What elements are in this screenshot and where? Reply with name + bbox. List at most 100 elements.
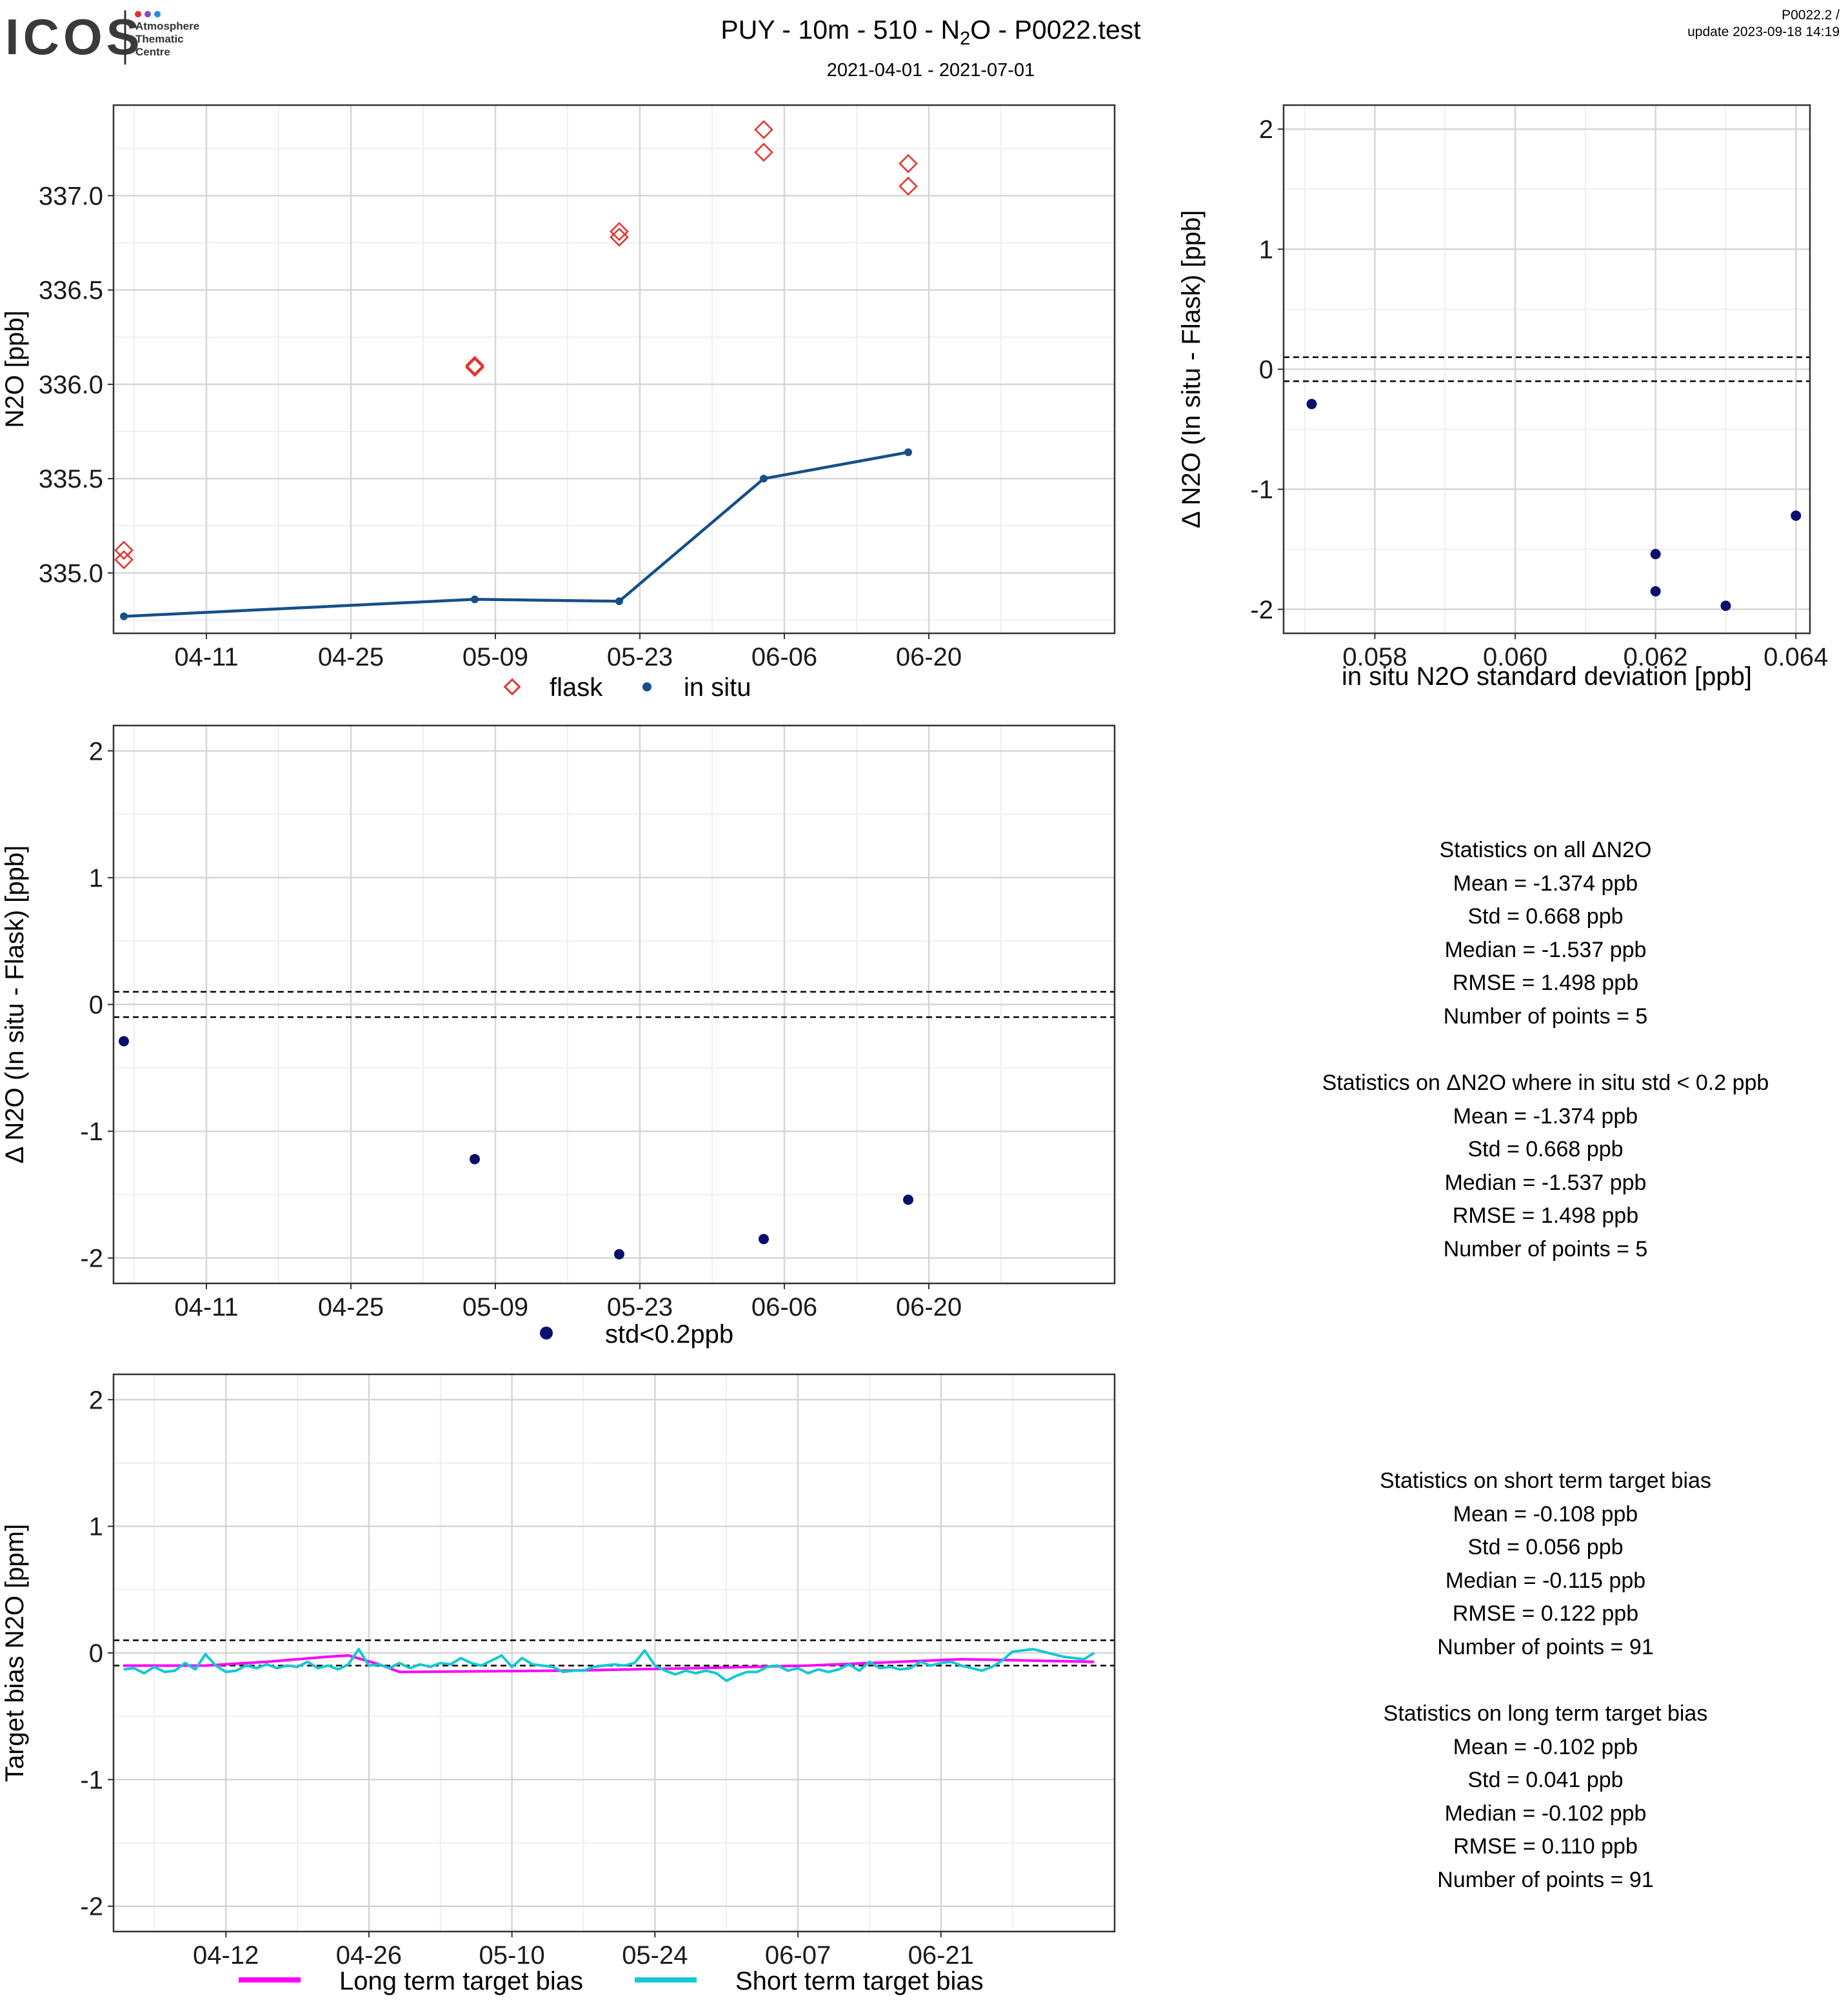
stats-filtered-title: Statistics on ΔN2O where in situ std < 0… — [1322, 1071, 1769, 1095]
x-tick-label: 0.062 — [1624, 643, 1688, 671]
x-tick-label: 0.064 — [1764, 643, 1828, 671]
x-tick-label: 05-09 — [462, 643, 528, 671]
update-label: update 2023-09-18 14:19 — [1687, 25, 1840, 39]
stats-short-rmse: RMSE = 0.122 ppb — [1452, 1601, 1639, 1626]
date-range: 2021-04-01 - 2021-07-01 — [827, 60, 1035, 81]
y-axis-label: Target bias N2O [ppm] — [1, 1524, 29, 1782]
delta-legend: std<0.2ppb — [540, 1320, 733, 1349]
logo-dot-red — [135, 11, 141, 17]
logo-dot-purple — [144, 11, 151, 17]
bias-legend: Long term target bias Short term target … — [239, 1967, 984, 1995]
logo-dot-blue — [154, 11, 161, 17]
flask-point — [114, 540, 134, 560]
icos-logo-text: ICOS — [5, 8, 144, 65]
stats-all-rmse: RMSE = 1.498 ppb — [1452, 971, 1639, 995]
y-tick-label: 336.0 — [39, 371, 103, 399]
x-tick-label: 06-07 — [765, 1941, 831, 1970]
legend-in-situ-label: in situ — [684, 673, 751, 702]
legend-flask-marker — [503, 678, 521, 696]
delta-timeseries-chart: -2 -1 0 1 2 04-11 04-25 05-09 05-23 06-06 06-20 Δ N… — [1, 724, 1116, 1321]
y-tick-label: 0 — [89, 991, 103, 1020]
x-tick-label: 05-23 — [607, 643, 673, 671]
flask-point — [754, 120, 773, 139]
x-tick-label: 04-12 — [193, 1941, 259, 1970]
y-tick-label: 336.5 — [39, 277, 103, 305]
stats-all-median: Median = -1.537 ppb — [1444, 937, 1647, 962]
in-situ-point — [471, 595, 479, 604]
stats-short-title: Statistics on short term target bias — [1380, 1468, 1711, 1493]
x-axis-label: in situ N2O standard deviation [ppb] — [1342, 662, 1752, 691]
flask-point — [899, 153, 918, 173]
x-tick-label: 06-06 — [751, 1293, 817, 1321]
y-tick-label: -2 — [1250, 596, 1273, 624]
delta-std-point — [1306, 399, 1317, 410]
x-tick-label: 06-20 — [896, 643, 962, 671]
x-tick-label: 05-23 — [607, 1293, 673, 1321]
y-tick-label: 0 — [1259, 356, 1273, 384]
y-tick-label: -1 — [1250, 476, 1273, 504]
legend-std-label: std<0.2ppb — [605, 1320, 733, 1349]
legend-in-situ-marker — [642, 682, 651, 691]
delta-point — [903, 1194, 913, 1205]
flask-point — [114, 550, 134, 569]
logo-subtitle-2: Thematic — [135, 33, 184, 45]
in-situ-point — [904, 448, 912, 457]
stats-long-count: Number of points = 91 — [1437, 1867, 1654, 1892]
y-tick-label: 335.0 — [39, 559, 103, 588]
stats-short-term: Statistics on short term target bias Mea… — [1287, 1465, 1803, 1664]
y-tick-label: -2 — [80, 1893, 103, 1921]
x-tick-label: 06-06 — [751, 643, 817, 671]
plot-border — [1282, 104, 1811, 635]
legend-long-term-label: Long term target bias — [339, 1967, 583, 1995]
x-tick-label: 04-26 — [336, 1941, 402, 1970]
plot-border — [112, 1373, 1116, 1933]
icos-logo: ICOS Atmosphere Thematic Centre — [5, 8, 199, 65]
timeseries-legend: flask in situ — [503, 673, 751, 702]
x-tick-label: 0.058 — [1342, 643, 1407, 671]
legend-std-marker — [540, 1327, 553, 1340]
stats-filtered-rmse: RMSE = 1.498 ppb — [1452, 1203, 1639, 1228]
stats-filtered-std: Std = 0.668 ppb — [1467, 1137, 1624, 1162]
x-tick-label: 04-25 — [318, 1293, 384, 1321]
in-situ-point — [120, 612, 128, 620]
stats-all: Statistics on all ΔN2O Mean = -1.374 ppb… — [1287, 834, 1803, 1033]
y-tick-label: 1 — [89, 1513, 103, 1541]
y-tick-label: 2 — [89, 1386, 103, 1414]
legend-flask-label: flask — [550, 673, 603, 702]
x-tick-label: 04-25 — [318, 643, 384, 671]
legend-short-term-label: Short term target bias — [735, 1967, 984, 1995]
short-term-bias-line — [123, 1648, 1095, 1683]
delta-std-point — [1791, 510, 1802, 521]
target-bias-chart: -2 -1 0 1 2 04-12 04-26 05-10 05-24 06-07 06-21 Tar… — [1, 1373, 1116, 1970]
delta-point — [119, 1036, 129, 1047]
stats-short-median: Median = -0.115 ppb — [1445, 1568, 1646, 1593]
plot-border — [112, 104, 1116, 635]
delta-std-point — [1650, 586, 1661, 597]
stats-long-median: Median = -0.102 ppb — [1444, 1801, 1647, 1826]
stats-long-std: Std = 0.041 ppb — [1467, 1768, 1624, 1792]
y-tick-label: 335.5 — [39, 465, 103, 493]
stats-long-mean: Mean = -0.102 ppb — [1453, 1734, 1638, 1759]
x-tick-label: 04-11 — [174, 643, 238, 671]
x-tick-label: 05-10 — [479, 1941, 544, 1970]
flask-point — [610, 222, 629, 241]
y-axis-label: Δ N2O (In situ - Flask) [ppb] — [1, 845, 29, 1164]
flask-point — [465, 357, 484, 377]
stats-long-term: Statistics on long term target bias Mean… — [1287, 1697, 1803, 1897]
in-situ-point — [615, 597, 623, 606]
delta-point — [759, 1234, 769, 1245]
x-tick-label: 04-11 — [174, 1293, 238, 1321]
x-tick-label: 0.060 — [1483, 643, 1547, 671]
stats-all-std: Std = 0.668 ppb — [1467, 904, 1624, 929]
y-axis-label: N2O [ppb] — [1, 310, 29, 428]
stats-filtered-median: Median = -1.537 ppb — [1444, 1170, 1647, 1195]
flask-point — [610, 227, 629, 247]
stats-short-std: Std = 0.056 ppb — [1467, 1535, 1624, 1559]
stats-all-mean: Mean = -1.374 ppb — [1453, 871, 1638, 896]
plot-area — [114, 105, 1115, 633]
logo-subtitle-1: Atmosphere — [135, 20, 199, 32]
timeseries-chart: 335.0 335.5 336.0 336.5 337.0 04-11 04-25 05-09… — [1, 104, 1116, 671]
x-tick-label: 05-24 — [622, 1941, 688, 1970]
version-label: P0022.2 / — [1782, 8, 1840, 23]
